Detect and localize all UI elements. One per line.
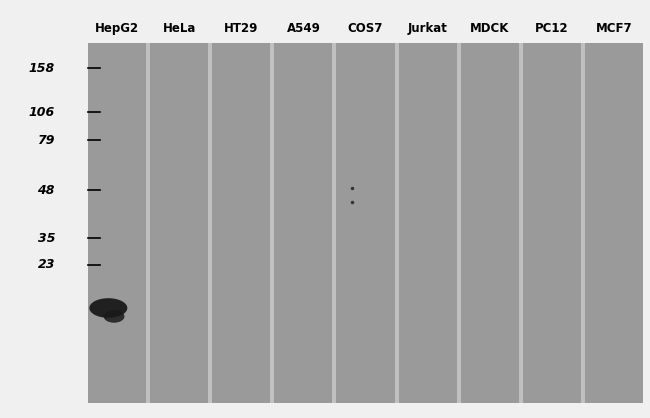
Text: MCF7: MCF7 (595, 22, 632, 35)
Bar (212, 43, 270, 403)
Text: HepG2: HepG2 (95, 22, 139, 35)
Text: HT29: HT29 (224, 22, 259, 35)
Bar (337, 43, 395, 403)
Text: 23: 23 (38, 258, 55, 272)
Text: PC12: PC12 (535, 22, 569, 35)
Text: A549: A549 (287, 22, 320, 35)
Text: 158: 158 (29, 61, 55, 74)
Text: COS7: COS7 (348, 22, 383, 35)
Text: 106: 106 (29, 105, 55, 118)
Ellipse shape (89, 298, 127, 318)
Bar (398, 43, 457, 403)
Bar (150, 43, 208, 403)
Bar (88, 43, 643, 403)
Bar (88, 43, 146, 403)
Text: MDCK: MDCK (470, 22, 510, 35)
Text: 48: 48 (38, 184, 55, 196)
Bar (461, 43, 519, 403)
Text: HeLa: HeLa (162, 22, 196, 35)
Bar (274, 43, 332, 403)
Bar (585, 43, 643, 403)
Text: 79: 79 (38, 133, 55, 146)
Text: Jurkat: Jurkat (408, 22, 448, 35)
Bar (523, 43, 581, 403)
Text: 35: 35 (38, 232, 55, 245)
Ellipse shape (103, 310, 125, 323)
